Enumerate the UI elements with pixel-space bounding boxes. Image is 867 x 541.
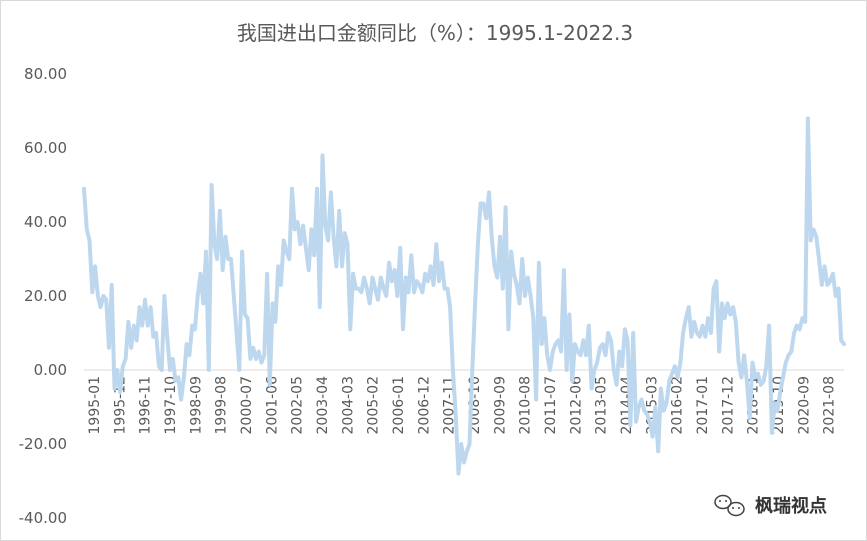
x-tick-label: 2000-07	[239, 376, 255, 435]
x-tick-label: 2001-06	[264, 376, 280, 435]
x-tick-label: 2002-05	[290, 376, 306, 435]
y-axis-ticks: 80.00 60.00 40.00 20.00 0.00 -20.00 -40.00	[19, 65, 67, 527]
x-tick-label: 1999-08	[214, 376, 230, 435]
x-tick-label: 2005-02	[366, 376, 382, 435]
x-tick-label: 2010-08	[518, 376, 534, 435]
x-axis-ticks: 1995-01 1995-12 1996-11 1997-10 1998-09 1999-…	[87, 376, 838, 435]
x-tick-label: 1995-01	[87, 376, 103, 435]
y-tick-label: 0.00	[34, 361, 67, 379]
x-tick-label: 1997-10	[163, 376, 179, 435]
y-tick-label: 20.00	[24, 287, 67, 305]
x-tick-label: 2016-02	[670, 376, 686, 435]
y-tick-label: -20.00	[19, 435, 67, 453]
x-tick-label: 2021-08	[822, 376, 838, 435]
series-line	[82, 116, 846, 476]
chart-title: 我国进出口金额同比（%）：1995.1-2022.3	[237, 21, 633, 45]
y-tick-label: 60.00	[24, 139, 67, 157]
watermark-text: 枫瑞视点	[755, 495, 827, 517]
x-tick-label: 2006-12	[416, 376, 432, 435]
y-tick-label: 40.00	[24, 213, 67, 231]
x-tick-label: 2004-03	[340, 376, 356, 435]
y-tick-label: 80.00	[24, 65, 67, 83]
x-tick-label: 2006-01	[391, 376, 407, 435]
x-tick-label: 2020-09	[796, 376, 812, 435]
x-tick-label: 2017-01	[695, 376, 711, 435]
x-tick-label: 2012-06	[568, 376, 584, 435]
watermark: 枫瑞视点	[714, 494, 827, 517]
x-tick-label: 2009-09	[492, 376, 508, 435]
x-tick-label: 2013-05	[594, 376, 610, 435]
x-tick-label: 1998-09	[188, 376, 204, 435]
x-tick-label: 2011-07	[543, 376, 559, 435]
x-tick-label: 1996-11	[138, 376, 154, 435]
x-tick-label: 2017-12	[720, 376, 736, 435]
wechat-bubble-icon	[714, 494, 745, 517]
x-tick-label: 1995-12	[112, 376, 128, 435]
x-tick-label: 2003-04	[315, 376, 331, 435]
y-tick-label: -40.00	[19, 509, 67, 527]
